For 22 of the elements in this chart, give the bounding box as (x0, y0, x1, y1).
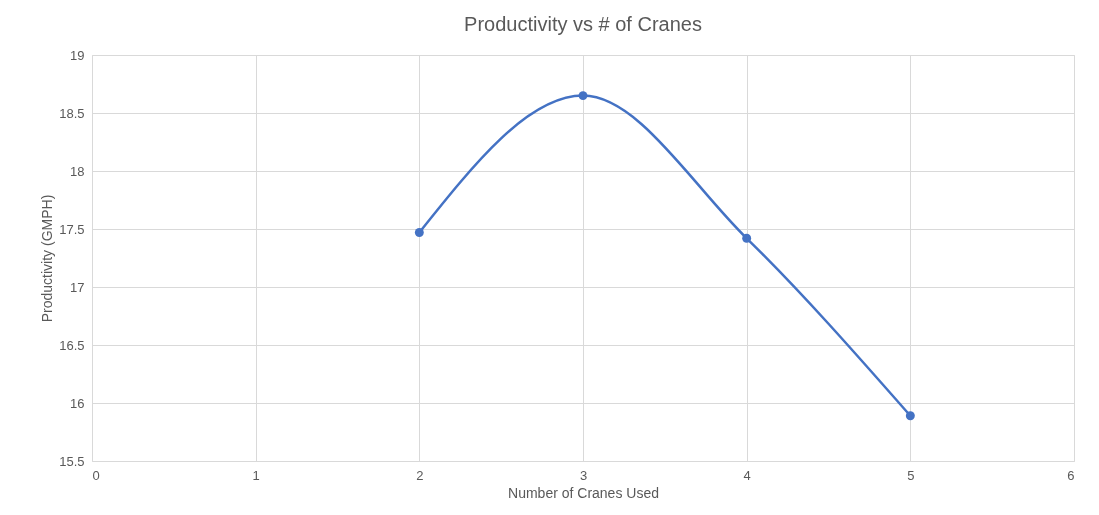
y-tick-label: 15.5 (59, 453, 85, 469)
x-tick-label: 4 (743, 467, 751, 483)
y-tick-label: 16 (70, 395, 85, 411)
x-tick-label: 2 (416, 467, 424, 483)
y-axis-title: Productivity (GMPH) (39, 194, 56, 323)
x-tick-label: 1 (252, 467, 260, 483)
y-tick-label: 16.5 (59, 337, 85, 353)
point (578, 91, 588, 101)
point (905, 411, 915, 421)
y-tick-label: 19 (70, 47, 85, 63)
y-tick-label: 18 (70, 163, 85, 179)
x-tick-label: 0 (92, 467, 100, 483)
y-tick-label: 18.5 (59, 105, 85, 121)
chart-title: Productivity vs # of Cranes (464, 13, 702, 35)
point (742, 233, 752, 243)
x-tick-label: 5 (907, 467, 915, 483)
y-tick-label: 17.5 (59, 221, 85, 237)
point (414, 228, 424, 237)
x-tick-label: 6 (1067, 467, 1075, 483)
x-axis-title: Number of Cranes Used (508, 484, 659, 501)
x-tick-label: 3 (579, 467, 588, 483)
y-tick-label: 17 (70, 279, 85, 295)
